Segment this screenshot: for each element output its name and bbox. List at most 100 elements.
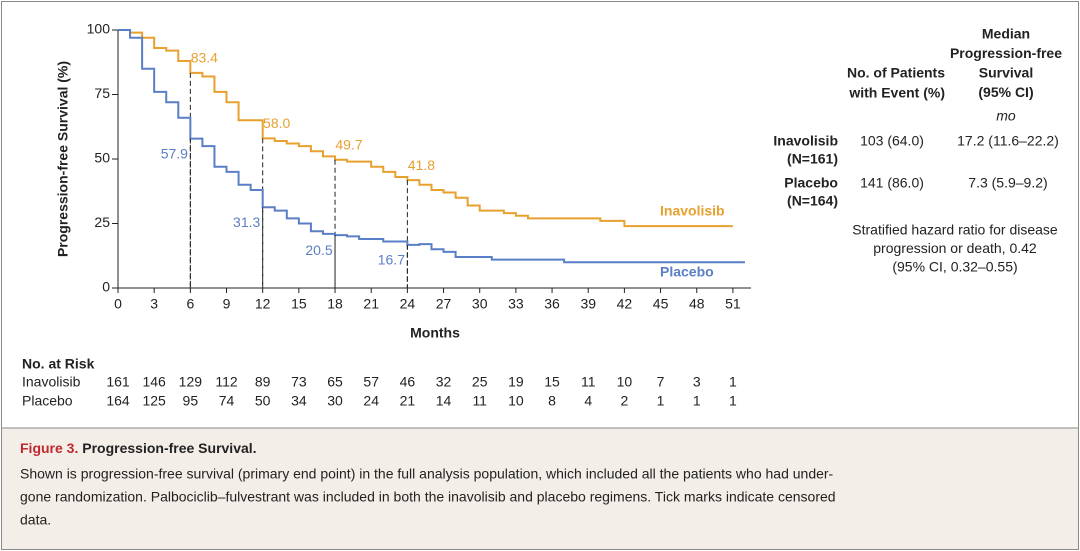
risk-value: 10 bbox=[617, 374, 633, 390]
risk-value: 32 bbox=[436, 374, 452, 390]
risk-value: 161 bbox=[106, 374, 130, 390]
survival-curve bbox=[118, 29, 745, 264]
caption-heading: Figure 3. Progression-free Survival. bbox=[20, 440, 257, 456]
risk-value: 1 bbox=[657, 393, 665, 409]
y-tick-label: 50 bbox=[94, 150, 110, 166]
risk-value: 14 bbox=[436, 393, 452, 409]
x-tick-label: 45 bbox=[653, 296, 669, 312]
x-tick-label: 30 bbox=[472, 296, 488, 312]
caption-label: Figure 3. bbox=[20, 440, 78, 456]
column-header: Median bbox=[982, 26, 1030, 42]
survival-curve bbox=[118, 29, 733, 228]
risk-value: 21 bbox=[400, 393, 416, 409]
column-header: No. of Patients bbox=[847, 65, 945, 81]
risk-value: 74 bbox=[219, 393, 235, 409]
risk-value: 1 bbox=[729, 374, 737, 390]
landmark-label: 58.0 bbox=[263, 115, 290, 131]
caption-title: Progression-free Survival. bbox=[82, 440, 256, 456]
y-tick-label: 100 bbox=[87, 21, 111, 37]
row-events: 103 (64.0) bbox=[860, 133, 924, 149]
caption-line: Shown is progression-free survival (prim… bbox=[20, 466, 834, 482]
column-header: Survival bbox=[979, 65, 1033, 81]
x-axis-label: Months bbox=[410, 325, 460, 341]
risk-value: 7 bbox=[657, 374, 665, 390]
x-tick-label: 51 bbox=[725, 296, 741, 312]
row-group: Inavolisib bbox=[773, 133, 838, 149]
x-tick-label: 39 bbox=[580, 296, 596, 312]
caption-line: data. bbox=[20, 512, 51, 528]
series-label: Inavolisib bbox=[660, 203, 725, 219]
risk-value: 112 bbox=[215, 374, 238, 390]
landmark-label: 41.8 bbox=[408, 157, 435, 173]
landmark-label: 31.3 bbox=[233, 214, 260, 230]
landmark-label: 16.7 bbox=[378, 252, 405, 268]
landmark-label: 49.7 bbox=[335, 136, 362, 152]
risk-value: 50 bbox=[255, 393, 271, 409]
risk-value: 95 bbox=[183, 393, 199, 409]
risk-value: 1 bbox=[729, 393, 737, 409]
caption-box bbox=[2, 428, 1078, 549]
risk-value: 8 bbox=[548, 393, 556, 409]
y-tick-label: 0 bbox=[102, 279, 110, 295]
risk-value: 15 bbox=[544, 374, 560, 390]
x-tick-label: 27 bbox=[436, 296, 452, 312]
risk-value: 24 bbox=[363, 393, 379, 409]
risk-value: 10 bbox=[508, 393, 524, 409]
series-label: Placebo bbox=[660, 264, 714, 280]
x-tick-label: 42 bbox=[617, 296, 633, 312]
risk-value: 11 bbox=[581, 374, 596, 390]
x-tick-label: 3 bbox=[150, 296, 158, 312]
note-line: Stratified hazard ratio for disease bbox=[852, 222, 1058, 238]
risk-value: 57 bbox=[363, 374, 379, 390]
column-header: with Event (%) bbox=[848, 85, 945, 101]
x-tick-label: 33 bbox=[508, 296, 524, 312]
unit: mo bbox=[996, 108, 1016, 124]
risk-row-name: Placebo bbox=[22, 393, 73, 409]
row-median: 7.3 (5.9–9.2) bbox=[968, 175, 1047, 191]
caption-line: gone randomization. Palbociclib–fulvestr… bbox=[20, 489, 836, 505]
x-tick-label: 12 bbox=[255, 296, 271, 312]
y-tick-label: 75 bbox=[94, 85, 110, 101]
x-tick-label: 48 bbox=[689, 296, 705, 312]
risk-value: 1 bbox=[693, 393, 701, 409]
risk-value: 34 bbox=[291, 393, 307, 409]
x-tick-label: 0 bbox=[114, 296, 122, 312]
risk-value: 46 bbox=[400, 374, 416, 390]
x-tick-label: 6 bbox=[186, 296, 194, 312]
note-line: progression or death, 0.42 bbox=[873, 240, 1037, 256]
y-tick-label: 25 bbox=[94, 214, 110, 230]
risk-value: 11 bbox=[472, 393, 487, 409]
risk-value: 2 bbox=[621, 393, 629, 409]
risk-value: 129 bbox=[179, 374, 203, 390]
column-header: (95% CI) bbox=[978, 84, 1033, 100]
risk-value: 4 bbox=[584, 393, 592, 409]
landmark-label: 57.9 bbox=[161, 145, 188, 161]
risk-value: 19 bbox=[508, 374, 524, 390]
x-tick-label: 9 bbox=[223, 296, 231, 312]
column-header: Progression-free bbox=[950, 45, 1062, 61]
row-group: (N=161) bbox=[787, 151, 838, 167]
x-tick-label: 15 bbox=[291, 296, 307, 312]
risk-value: 30 bbox=[327, 393, 343, 409]
risk-title: No. at Risk bbox=[22, 356, 95, 372]
risk-value: 25 bbox=[472, 374, 488, 390]
risk-value: 164 bbox=[106, 393, 130, 409]
y-axis-label: Progression-free Survival (%) bbox=[55, 61, 71, 257]
risk-value: 89 bbox=[255, 374, 271, 390]
x-tick-label: 21 bbox=[363, 296, 379, 312]
risk-value: 3 bbox=[693, 374, 701, 390]
row-median: 17.2 (11.6–22.2) bbox=[957, 133, 1059, 149]
x-tick-label: 36 bbox=[544, 296, 560, 312]
risk-value: 65 bbox=[327, 374, 343, 390]
x-tick-label: 24 bbox=[400, 296, 416, 312]
row-events: 141 (86.0) bbox=[860, 175, 924, 191]
landmark-label: 20.5 bbox=[305, 242, 332, 258]
risk-row-name: Inavolisib bbox=[22, 374, 81, 390]
row-group: Placebo bbox=[784, 175, 838, 191]
risk-value: 125 bbox=[142, 393, 166, 409]
risk-value: 73 bbox=[291, 374, 307, 390]
landmark-label: 83.4 bbox=[191, 50, 218, 66]
row-group: (N=164) bbox=[787, 193, 838, 209]
note-line: (95% CI, 0.32–0.55) bbox=[892, 259, 1017, 275]
